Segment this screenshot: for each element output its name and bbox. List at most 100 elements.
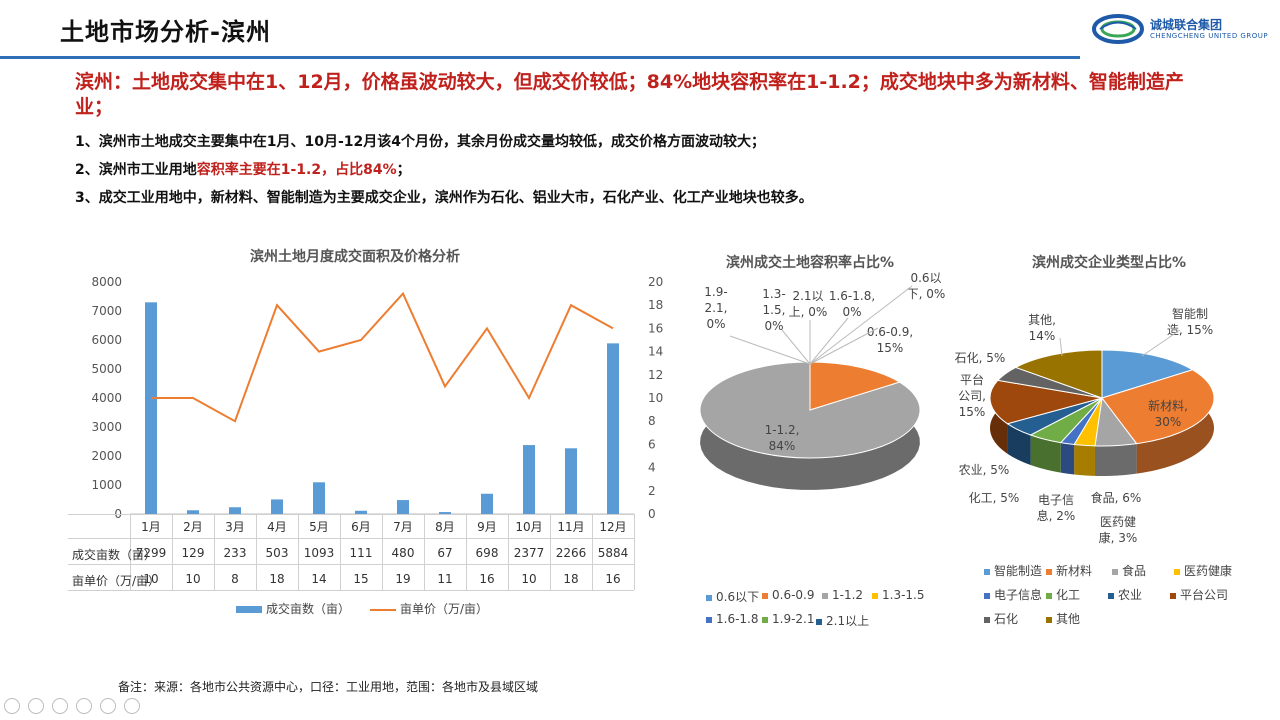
left-axis-tick: 6000 bbox=[91, 333, 122, 347]
category-label: 6月 bbox=[351, 520, 371, 534]
right-axis-tick: 10 bbox=[648, 391, 663, 405]
legend-label: 化工 bbox=[1056, 588, 1081, 602]
pie-data-label: 1.9-2.1, 0% bbox=[704, 285, 727, 331]
combo-chart: 0100020003000400050006000700080000246810… bbox=[91, 275, 663, 521]
industry-pie-title: 滨州成交企业类型占比% bbox=[1032, 255, 1187, 271]
legend-item: 1.9-2.1 bbox=[762, 612, 815, 626]
bar-mark bbox=[439, 512, 451, 514]
leader-line bbox=[809, 327, 879, 365]
page-title: 土地市场分析-滨州 bbox=[60, 18, 271, 46]
legend-label: 1.3-1.5 bbox=[882, 588, 925, 602]
more-icon[interactable] bbox=[124, 698, 140, 714]
table-cell: 10 bbox=[143, 572, 159, 586]
leader-line bbox=[809, 285, 913, 365]
legend-item: 新材料 bbox=[1046, 562, 1092, 579]
right-axis-tick: 18 bbox=[648, 298, 663, 312]
table-cell: 15 bbox=[353, 572, 369, 586]
legend-item: 食品 bbox=[1112, 562, 1146, 579]
table-cell: 233 bbox=[223, 546, 247, 560]
legend-swatch bbox=[762, 592, 768, 599]
point-2-text: 2、滨州市工业用地 bbox=[75, 162, 197, 178]
bar-mark bbox=[565, 448, 577, 514]
prev-icon[interactable] bbox=[4, 698, 20, 714]
category-label: 10月 bbox=[515, 520, 543, 534]
pie-side bbox=[1094, 443, 1137, 476]
legend-swatch bbox=[984, 568, 990, 575]
combo-chart-title: 滨州土地月度成交面积及价格分析 bbox=[250, 249, 460, 265]
right-axis-tick: 8 bbox=[648, 414, 656, 428]
legend-label: 医药健康 bbox=[1184, 564, 1233, 578]
logo-subtext: CHENGCHENG UNITED GROUP bbox=[1150, 32, 1269, 40]
category-label: 12月 bbox=[599, 520, 627, 534]
table-cell: 10 bbox=[185, 572, 201, 586]
source-note: 备注：来源：各地市公共资源中心，口径：工业用地，范围：各地市及县域区域 bbox=[118, 680, 539, 694]
category-label: 3月 bbox=[225, 520, 245, 534]
line-legend-label: 亩单价（万/亩） bbox=[400, 602, 489, 616]
legend-item: 化工 bbox=[1046, 586, 1080, 603]
right-axis-tick: 14 bbox=[648, 345, 663, 359]
legend-item: 0.6以下 bbox=[706, 588, 759, 605]
legend-label: 新材料 bbox=[1056, 564, 1093, 578]
table-vline bbox=[382, 514, 383, 590]
legend-label: 其他 bbox=[1056, 612, 1081, 626]
table-hline bbox=[68, 564, 634, 565]
table-cell: 14 bbox=[311, 572, 327, 586]
legend-item: 石化 bbox=[984, 610, 1018, 627]
category-label: 2月 bbox=[183, 520, 203, 534]
table-cell: 2377 bbox=[513, 546, 545, 560]
far-pie-title: 滨州成交土地容积率占比% bbox=[726, 255, 895, 271]
bar-mark bbox=[523, 445, 535, 514]
combo-legend-line: 亩单价（万/亩） bbox=[370, 600, 488, 617]
left-axis-tick: 2000 bbox=[91, 449, 122, 463]
legend-label: 0.6-0.9 bbox=[772, 588, 815, 602]
legend-swatch bbox=[872, 592, 878, 599]
pie-data-label: 新材料, 30% bbox=[1148, 398, 1188, 429]
legend-item: 1.6-1.8 bbox=[706, 612, 759, 626]
table-cell: 67 bbox=[437, 546, 453, 560]
combo-legend-bar: 成交亩数（亩） bbox=[236, 600, 350, 617]
bar-mark bbox=[145, 302, 157, 514]
next-icon[interactable] bbox=[28, 698, 44, 714]
left-axis-tick: 4000 bbox=[91, 391, 122, 405]
table-cell: 18 bbox=[269, 572, 285, 586]
zoom-icon[interactable] bbox=[100, 698, 116, 714]
company-logo bbox=[1092, 14, 1144, 44]
pen-icon[interactable] bbox=[52, 698, 68, 714]
category-label: 9月 bbox=[477, 520, 497, 534]
legend-swatch bbox=[706, 616, 712, 623]
legend-swatch bbox=[984, 616, 990, 623]
left-axis-tick: 3000 bbox=[91, 420, 122, 434]
point-1: 1、滨州市土地成交主要集中在1月、10月-12月该4个月份，其余月份成交量均较低… bbox=[75, 131, 765, 151]
pie-data-label: 1.6-1.8, 0% bbox=[829, 289, 875, 319]
pie-slice bbox=[1014, 349, 1103, 399]
pie-data-label: 1-1.2, 84% bbox=[765, 423, 800, 453]
category-label: 1月 bbox=[141, 520, 161, 534]
left-axis-tick: 7000 bbox=[91, 304, 122, 318]
menu-icon[interactable] bbox=[76, 698, 92, 714]
point-1-text: 1、滨州市土地成交主要集中在1月、10月-12月该4个月份，其余月份成交量均较低… bbox=[75, 134, 765, 150]
table-cell: 480 bbox=[391, 546, 415, 560]
bar-mark bbox=[313, 482, 325, 514]
legend-label: 1.9-2.1 bbox=[772, 612, 815, 626]
line-legend-swatch bbox=[370, 608, 396, 611]
pie-data-label: 石化, 5% bbox=[955, 351, 1006, 365]
price-line bbox=[151, 291, 614, 423]
table-vline bbox=[256, 514, 257, 590]
pie-side bbox=[1030, 434, 1061, 473]
legend-swatch bbox=[762, 616, 768, 623]
bar-mark bbox=[271, 499, 283, 514]
bar-mark bbox=[187, 510, 199, 514]
legend-swatch bbox=[1046, 616, 1052, 623]
pie-data-label: 0.6-0.9, 15% bbox=[867, 325, 913, 355]
table-vline bbox=[508, 514, 509, 590]
table-vline bbox=[340, 514, 341, 590]
legend-swatch bbox=[984, 592, 990, 599]
right-axis-tick: 20 bbox=[648, 275, 663, 289]
legend-swatch bbox=[1046, 568, 1052, 575]
table-cell: 10 bbox=[521, 572, 537, 586]
industry-pie-chart: 智能制造, 15% 新材料, 30% 食品, 6% 医药健康, 3% 电子信息, 2% 化工… bbox=[955, 306, 1215, 545]
table-cell: 18 bbox=[563, 572, 579, 586]
table-vline bbox=[214, 514, 215, 590]
legend-swatch bbox=[822, 592, 828, 599]
category-label: 4月 bbox=[267, 520, 287, 534]
